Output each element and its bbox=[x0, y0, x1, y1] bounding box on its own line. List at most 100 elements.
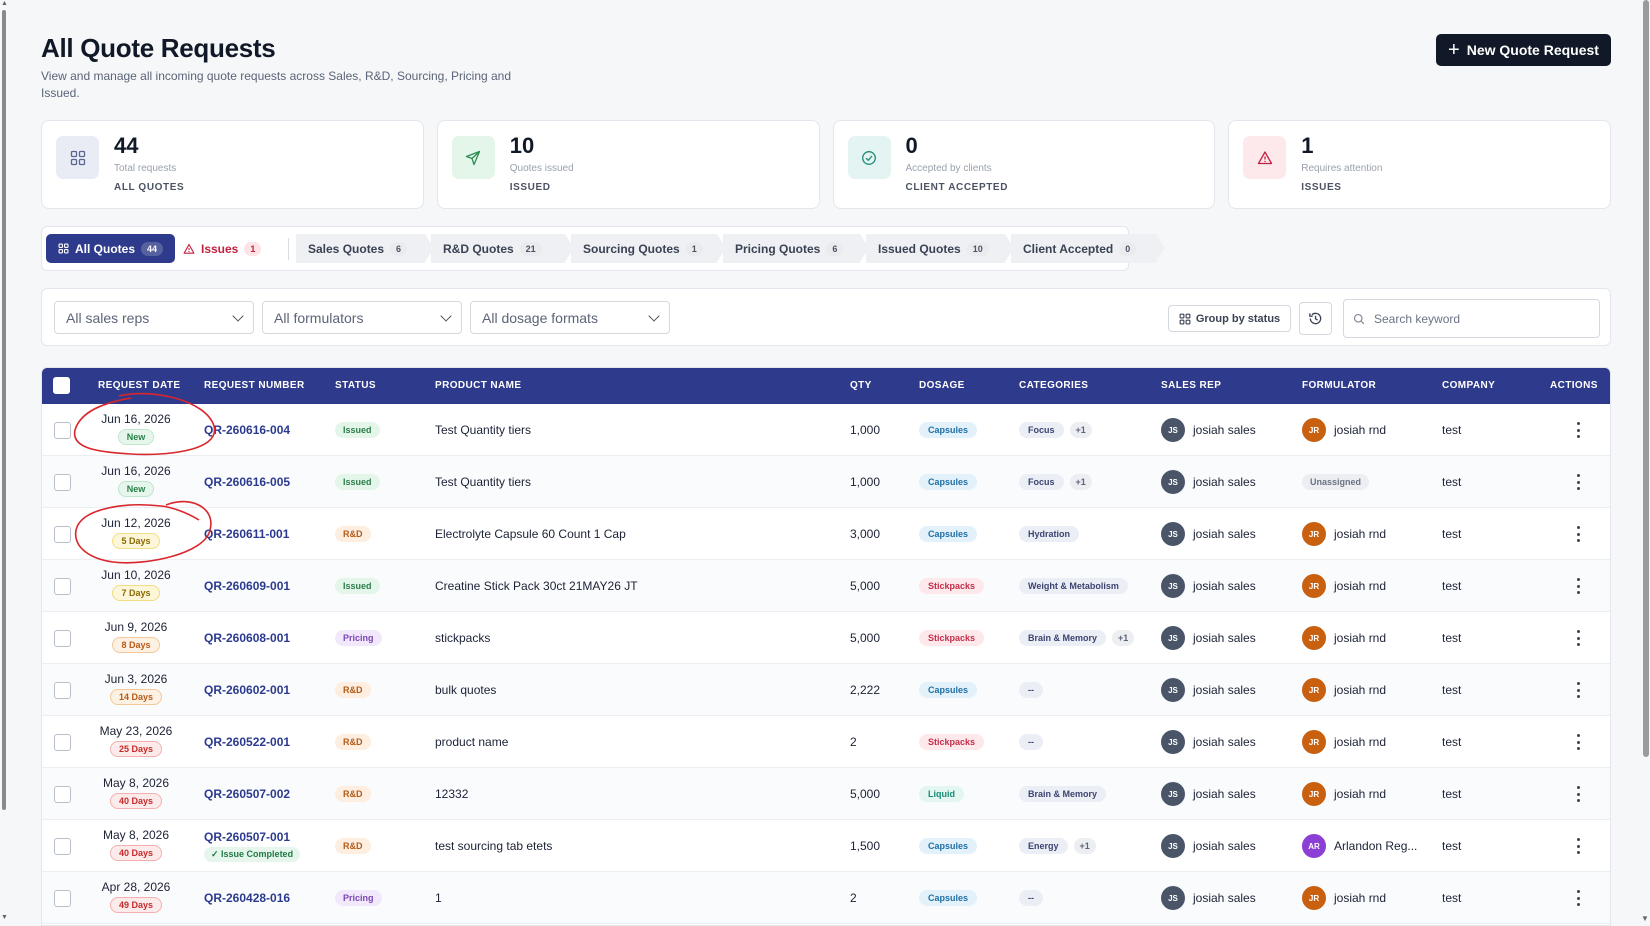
formulator-select[interactable]: All formulators bbox=[262, 301, 462, 334]
col-dosage[interactable]: DOSAGE bbox=[919, 380, 965, 391]
row-actions-menu-icon[interactable] bbox=[1576, 890, 1580, 906]
row-actions-menu-icon[interactable] bbox=[1576, 630, 1580, 646]
request-date: Jun 9, 2026 bbox=[104, 620, 168, 634]
category-badge: Weight & Metabolism bbox=[1019, 578, 1128, 594]
quantity: 2 bbox=[850, 891, 857, 905]
warning-icon bbox=[183, 243, 195, 254]
filter-bar: All sales reps All formulators All dosag… bbox=[41, 288, 1611, 346]
col-qty[interactable]: QTY bbox=[850, 380, 872, 391]
request-number-link[interactable]: QR-260522-001 bbox=[204, 735, 291, 749]
request-number-link[interactable]: QR-260602-001 bbox=[204, 683, 291, 697]
table-row[interactable]: May 23, 2026 25 Days QR-260522-001 R&D produ… bbox=[42, 716, 1610, 768]
more-categories-badge[interactable]: +1 bbox=[1069, 474, 1092, 490]
scroll-down-arrow-icon[interactable]: ▼ bbox=[1, 914, 8, 921]
row-checkbox[interactable] bbox=[54, 682, 71, 699]
table-row[interactable]: Jun 12, 2026 5 Days QR-260611-001 R&D Electr… bbox=[42, 508, 1610, 560]
dosage-badge: Stickpacks bbox=[919, 630, 985, 646]
row-actions-menu-icon[interactable] bbox=[1576, 734, 1580, 750]
categories-cell: Hydration bbox=[1019, 508, 1080, 560]
dosage-format-select[interactable]: All dosage formats bbox=[470, 301, 670, 334]
col-status[interactable]: STATUS bbox=[335, 380, 376, 391]
search-field[interactable] bbox=[1343, 299, 1600, 338]
dosage-cell: Capsules bbox=[919, 404, 978, 456]
col-company[interactable]: COMPANY bbox=[1442, 380, 1496, 391]
company-name: test bbox=[1442, 579, 1462, 593]
tab-sourcing-quotes[interactable]: Sourcing Quotes 1 bbox=[571, 234, 726, 263]
age-badge: New bbox=[117, 481, 155, 497]
col-formulator[interactable]: FORMULATOR bbox=[1302, 380, 1377, 391]
tab-client-accepted[interactable]: Client Accepted 0 bbox=[1011, 234, 1165, 263]
more-categories-badge[interactable]: +1 bbox=[1112, 630, 1135, 646]
row-checkbox[interactable] bbox=[54, 474, 71, 491]
table-row[interactable]: Jun 16, 2026 New QR-260616-004 Issued Test Q… bbox=[42, 404, 1610, 456]
col-request-number[interactable]: REQUEST NUMBER bbox=[204, 380, 305, 391]
group-by-status-button[interactable]: Group by status bbox=[1168, 305, 1291, 332]
table-row[interactable]: May 8, 2026 40 Days QR-260507-002 R&D 12332 5… bbox=[42, 768, 1610, 820]
request-number-link[interactable]: QR-260609-001 bbox=[204, 579, 291, 593]
row-checkbox[interactable] bbox=[54, 838, 71, 855]
row-actions-menu-icon[interactable] bbox=[1576, 422, 1580, 438]
table-row[interactable]: Jun 16, 2026 New QR-260616-005 Issued Test Q… bbox=[42, 456, 1610, 508]
row-actions-menu-icon[interactable] bbox=[1576, 578, 1580, 594]
request-number-link[interactable]: QR-260616-004 bbox=[204, 423, 291, 437]
tab-issued-quotes[interactable]: Issued Quotes 10 bbox=[866, 234, 1014, 263]
row-actions-menu-icon[interactable] bbox=[1576, 474, 1580, 490]
left-scrollbar[interactable]: ▲ ▼ bbox=[0, 0, 8, 926]
request-date: Jun 10, 2026 bbox=[101, 568, 171, 582]
new-quote-request-button[interactable]: + New Quote Request bbox=[1436, 34, 1611, 66]
formulator-name: Arlandon Reg... bbox=[1334, 839, 1418, 853]
row-checkbox[interactable] bbox=[54, 578, 71, 595]
request-number-link[interactable]: QR-260616-005 bbox=[204, 475, 291, 489]
unassigned-badge: Unassigned bbox=[1302, 474, 1370, 490]
tab-pricing-quotes[interactable]: Pricing Quotes 6 bbox=[723, 234, 869, 263]
formulator-name: josiah rnd bbox=[1334, 683, 1387, 697]
request-number-link[interactable]: QR-260507-002 bbox=[204, 787, 291, 801]
col-request-date[interactable]: REQUEST DATE bbox=[98, 380, 181, 391]
more-categories-badge[interactable]: +1 bbox=[1073, 838, 1096, 854]
row-actions-menu-icon[interactable] bbox=[1576, 838, 1580, 854]
sales-rep-select[interactable]: All sales reps bbox=[54, 301, 254, 334]
scroll-down-arrow-icon[interactable]: ▼ bbox=[1641, 914, 1649, 923]
table-row[interactable]: Jun 3, 2026 14 Days QR-260602-001 R&D bulk q… bbox=[42, 664, 1610, 716]
request-number-link[interactable]: QR-260608-001 bbox=[204, 631, 291, 645]
company-name: test bbox=[1442, 891, 1462, 905]
right-scrollbar-thumb[interactable] bbox=[1643, 0, 1649, 757]
row-checkbox[interactable] bbox=[54, 890, 71, 907]
col-sales-rep[interactable]: SALES REP bbox=[1161, 380, 1222, 391]
row-checkbox[interactable] bbox=[54, 630, 71, 647]
tab-all-quotes[interactable]: All Quotes 44 bbox=[46, 234, 176, 263]
table-row[interactable]: Apr 28, 2026 49 Days QR-260428-016 Pricing 1… bbox=[42, 872, 1610, 924]
scroll-up-arrow-icon[interactable]: ▲ bbox=[1, 0, 8, 7]
select-all-checkbox[interactable] bbox=[53, 377, 70, 394]
row-checkbox[interactable] bbox=[54, 422, 71, 439]
stat-label: ISSUES bbox=[1301, 182, 1342, 193]
request-date-cell: Jun 16, 2026 New bbox=[94, 464, 178, 497]
tab-rd-quotes[interactable]: R&D Quotes 21 bbox=[431, 234, 574, 263]
left-scrollbar-thumb[interactable] bbox=[2, 10, 6, 810]
row-checkbox[interactable] bbox=[54, 526, 71, 543]
tab-issues[interactable]: Issues 1 bbox=[171, 234, 273, 263]
col-product-name[interactable]: PRODUCT NAME bbox=[435, 380, 522, 391]
request-date-cell: May 8, 2026 40 Days bbox=[94, 828, 178, 861]
tab-sales-quotes[interactable]: Sales Quotes 6 bbox=[296, 234, 434, 263]
more-categories-badge[interactable]: +1 bbox=[1069, 422, 1092, 438]
table-row[interactable]: May 8, 2026 40 Days QR-260507-001 ✓ Issue C… bbox=[42, 820, 1610, 872]
row-checkbox[interactable] bbox=[54, 786, 71, 803]
right-scrollbar[interactable]: ▼ bbox=[1638, 0, 1650, 926]
row-actions-menu-icon[interactable] bbox=[1576, 526, 1580, 542]
search-input[interactable] bbox=[1374, 311, 1584, 326]
request-number-link[interactable]: QR-260428-016 bbox=[204, 891, 291, 905]
col-categories[interactable]: CATEGORIES bbox=[1019, 380, 1089, 391]
row-checkbox[interactable] bbox=[54, 734, 71, 751]
table-row[interactable]: Jun 10, 2026 7 Days QR-260609-001 Issued Cre… bbox=[42, 560, 1610, 612]
request-number-link[interactable]: QR-260611-001 bbox=[204, 527, 290, 541]
tab-label: Client Accepted bbox=[1023, 241, 1114, 256]
request-number-link[interactable]: QR-260507-001 bbox=[204, 830, 291, 844]
history-button[interactable] bbox=[1299, 302, 1332, 335]
row-actions-menu-icon[interactable] bbox=[1576, 682, 1580, 698]
row-actions-menu-icon[interactable] bbox=[1576, 786, 1580, 802]
tab-label: Sales Quotes bbox=[308, 241, 385, 256]
table-row[interactable]: Jun 9, 2026 8 Days QR-260608-001 Pricing sti… bbox=[42, 612, 1610, 664]
company-name: test bbox=[1442, 631, 1462, 645]
formulator-cell: JR josiah rnd bbox=[1302, 560, 1386, 612]
